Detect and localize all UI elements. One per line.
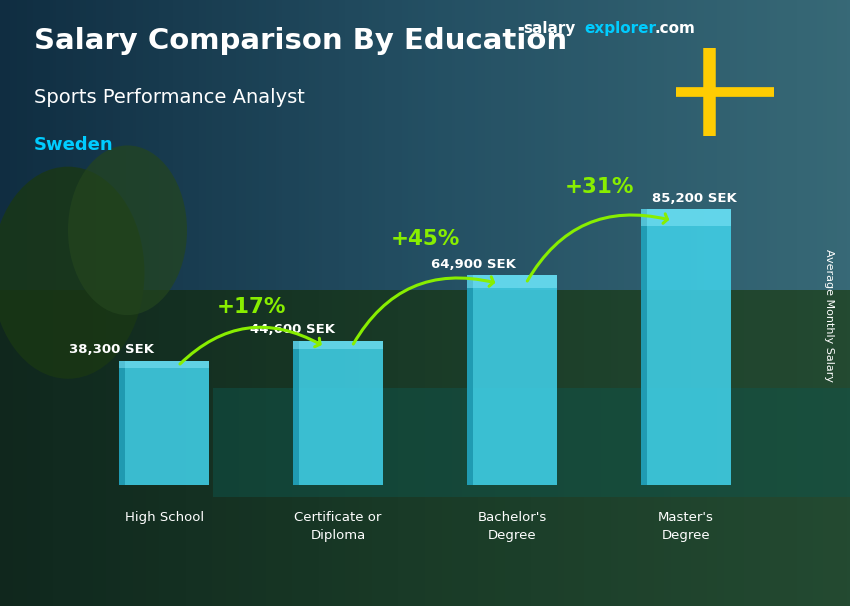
Text: .com: .com [654, 21, 695, 36]
Ellipse shape [68, 145, 187, 315]
Bar [119, 361, 209, 485]
Bar [467, 275, 558, 288]
Bar [212, 388, 850, 497]
Text: 64,900 SEK: 64,900 SEK [431, 258, 516, 270]
Bar [641, 210, 647, 485]
Text: Bachelor's
Degree: Bachelor's Degree [478, 511, 547, 542]
Text: salary: salary [523, 21, 575, 36]
Ellipse shape [0, 167, 144, 379]
Text: +45%: +45% [390, 229, 460, 249]
Bar [293, 341, 298, 485]
Text: Certificate or
Diploma: Certificate or Diploma [294, 511, 382, 542]
Text: Average Monthly Salary: Average Monthly Salary [824, 248, 834, 382]
Text: 44,600 SEK: 44,600 SEK [250, 323, 335, 336]
Bar [641, 210, 731, 226]
Text: Salary Comparison By Education: Salary Comparison By Education [34, 27, 567, 55]
Text: +17%: +17% [217, 297, 286, 317]
Bar [468, 275, 473, 485]
Text: 85,200 SEK: 85,200 SEK [652, 192, 737, 205]
Bar [119, 361, 125, 485]
Bar [467, 275, 558, 485]
Text: Sports Performance Analyst: Sports Performance Analyst [34, 88, 305, 107]
Bar [292, 341, 383, 349]
Text: 38,300 SEK: 38,300 SEK [70, 344, 155, 356]
Text: Master's
Degree: Master's Degree [658, 511, 714, 542]
Text: explorer: explorer [584, 21, 656, 36]
Bar [292, 341, 383, 485]
Text: Sweden: Sweden [34, 136, 114, 155]
Bar [641, 210, 731, 485]
Text: High School: High School [124, 511, 204, 524]
Text: +31%: +31% [564, 178, 633, 198]
Bar [119, 361, 209, 368]
